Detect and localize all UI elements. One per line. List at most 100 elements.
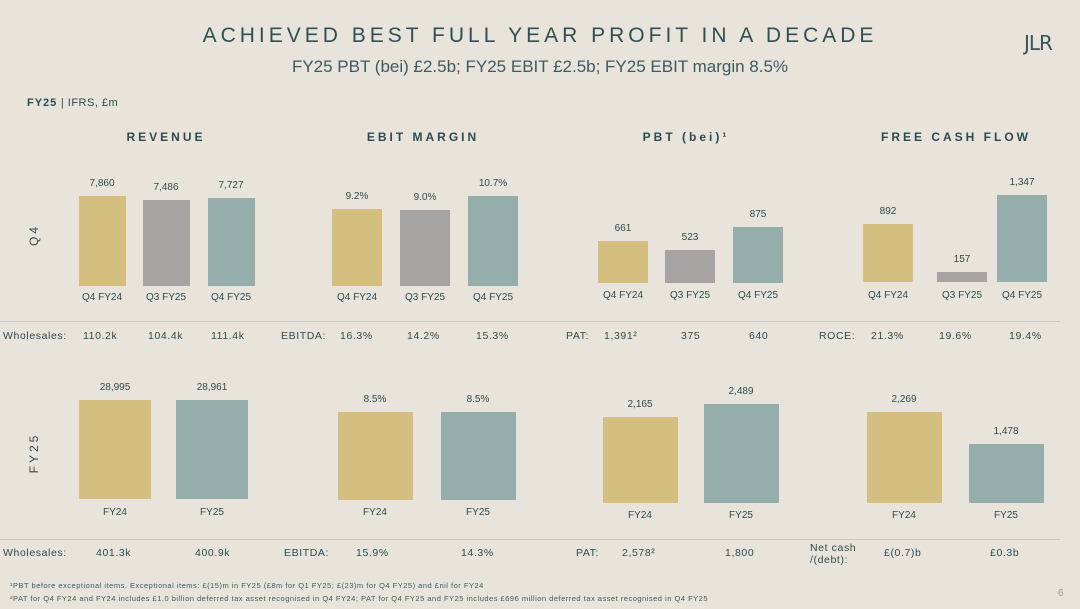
- q4-roce-label: ROCE:: [819, 330, 856, 342]
- fy-fcf-bar: [866, 412, 942, 503]
- q4-pbt-value-label: 875: [749, 209, 767, 220]
- q4-fcf-value-label: 157: [953, 254, 971, 265]
- q4-roce-value: 19.4%: [1009, 330, 1042, 342]
- q4-ebit-margin-value-label: 9.2%: [345, 191, 369, 202]
- fy-pbt-value-label: 2,165: [627, 399, 653, 410]
- fy-netcash-label-2: /(debt):: [810, 554, 849, 566]
- footnote-1: ¹PBT before exceptional items. Exception…: [10, 581, 484, 590]
- page-title: ACHIEVED BEST FULL YEAR PROFIT IN A DECA…: [202, 24, 878, 47]
- q4-fcf-bar: [863, 224, 913, 282]
- q4-pbt-value-label: 661: [614, 223, 632, 234]
- q4-revenue-value-label: 7,727: [218, 180, 244, 191]
- fy-ebitda-value: 14.3%: [461, 547, 494, 559]
- fy-fcf-category-label: FY24: [892, 510, 916, 521]
- fy-pat-label: PAT:: [576, 547, 600, 559]
- fy-revenue-category-label: FY25: [200, 507, 224, 518]
- q4-ebit-margin-bar: [332, 209, 382, 286]
- q4-revenue-category-label: Q3 FY25: [145, 292, 187, 303]
- fy-ebit-margin-value-label: 8.5%: [363, 394, 387, 405]
- q4-fcf-category-label: Q4 FY24: [867, 290, 909, 301]
- fy-pat-value: 2,578²: [622, 547, 656, 559]
- q4-ebit-margin-value-label: 10.7%: [478, 178, 508, 189]
- fy-netcash-value: £(0.7)b: [884, 547, 922, 559]
- fy-pbt-category-label: FY24: [628, 510, 652, 521]
- q4-fcf-bar: [997, 195, 1047, 282]
- q4-wholesales-value: 111.4k: [211, 330, 245, 342]
- q4-fcf-category-label: Q3 FY25: [941, 290, 983, 301]
- q4-wholesales-value: 110.2k: [83, 330, 118, 342]
- q4-fcf-bar: [937, 272, 987, 282]
- fy-ebit-margin-category-label: FY25: [466, 507, 490, 518]
- q4-ebit-margin-bar: [468, 196, 518, 286]
- fy-wholesales-value: 400.9k: [195, 547, 231, 559]
- q4-pbt-value-label: 523: [681, 232, 699, 243]
- fcf-title: FREE CASH FLOW: [881, 130, 1031, 144]
- fy-pbt-bar: [703, 404, 779, 503]
- q4-revenue-category-label: Q4 FY25: [210, 292, 252, 303]
- q4-revenue-category-label: Q4 FY24: [81, 292, 123, 303]
- jlr-logo: JLR: [1024, 31, 1053, 55]
- q4-revenue-value-label: 7,860: [89, 178, 115, 189]
- q4-ebit-margin-category-label: Q4 FY25: [472, 292, 514, 303]
- q4-ebitda-label: EBITDA:: [281, 330, 327, 342]
- q4-revenue-bar: [142, 200, 190, 286]
- q4-pat-value: 1,391²: [604, 330, 638, 342]
- q4-ebitda-value: 16.3%: [340, 330, 373, 342]
- q4-pat-value: 375: [681, 330, 701, 342]
- fy-ebitda-value: 15.9%: [356, 547, 389, 559]
- fy-revenue-value-label: 28,995: [99, 382, 131, 393]
- fy-ebit-margin-category-label: FY24: [363, 507, 387, 518]
- units-basis: | IFRS, £m: [57, 97, 119, 109]
- fy-pbt-value-label: 2,489: [728, 386, 754, 397]
- row-label-q4: Q4: [27, 224, 41, 247]
- fy-fcf-bar: [968, 444, 1044, 503]
- q4-revenue-value-label: 7,486: [153, 182, 179, 193]
- q4-ebitda-value: 15.3%: [476, 330, 509, 342]
- q4-ebit-margin-bar: [400, 210, 450, 286]
- fy-pbt-category-label: FY25: [729, 510, 753, 521]
- q4-pbt-bar: [598, 241, 648, 283]
- q4-roce-value: 21.3%: [871, 330, 904, 342]
- q4-ebit-margin-value-label: 9.0%: [413, 192, 437, 203]
- fy-pat-value: 1,800: [725, 547, 755, 559]
- fy-pbt-bar: [602, 417, 678, 503]
- fy-netcash-value: £0.3b: [990, 547, 1020, 559]
- q4-ebit-margin-category-label: Q4 FY24: [336, 292, 378, 303]
- footnote-2: ²PAT for Q4 FY24 and FY24 includes £1.0 …: [10, 594, 708, 603]
- fy-revenue-category-label: FY24: [103, 507, 127, 518]
- q4-revenue-bar: [207, 198, 255, 286]
- q4-fcf-value-label: 892: [879, 206, 897, 217]
- q4-wholesales-label: Wholesales:: [3, 330, 67, 342]
- q4-pbt-category-label: Q3 FY25: [669, 290, 711, 301]
- fy-fcf-value-label: 2,269: [891, 394, 917, 405]
- fy-wholesales-label: Wholesales:: [3, 547, 67, 559]
- fy-fcf-value-label: 1,478: [993, 426, 1019, 437]
- fy-revenue-value-label: 28,961: [196, 382, 228, 393]
- q4-ebitda-value: 14.2%: [407, 330, 440, 342]
- revenue-title: REVENUE: [126, 130, 206, 144]
- q4-ebit-margin-category-label: Q3 FY25: [404, 292, 446, 303]
- row-label-fy25: FY25: [27, 432, 41, 474]
- fy-fcf-category-label: FY25: [994, 510, 1018, 521]
- ebit-margin-title: EBIT MARGIN: [366, 130, 480, 144]
- q4-pat-label: PAT:: [566, 330, 590, 342]
- q4-fcf-category-label: Q4 FY25: [1001, 290, 1043, 301]
- q4-pbt-category-label: Q4 FY25: [737, 290, 779, 301]
- units-label: FY25 | IFRS, £m: [27, 97, 118, 109]
- q4-revenue-bar: [78, 196, 126, 286]
- q4-roce-value: 19.6%: [939, 330, 972, 342]
- divider-q4: [0, 321, 1060, 322]
- fy-revenue-bar: [176, 400, 248, 499]
- fy-ebitda-label: EBITDA:: [284, 547, 330, 559]
- page-number: 6: [1058, 588, 1064, 599]
- fy-ebit-margin-bar: [440, 412, 516, 500]
- q4-wholesales-value: 104.4k: [148, 330, 184, 342]
- divider-fy: [0, 539, 1060, 540]
- fy-wholesales-value: 401.3k: [96, 547, 132, 559]
- page-subtitle: FY25 PBT (bei) £2.5b; FY25 EBIT £2.5b; F…: [291, 57, 789, 76]
- q4-pbt-bar: [665, 250, 715, 283]
- units-period: FY25: [27, 97, 58, 109]
- fy-revenue-bar: [79, 400, 151, 499]
- q4-pbt-bar: [733, 227, 783, 283]
- fy-ebit-margin-value-label: 8.5%: [466, 394, 490, 405]
